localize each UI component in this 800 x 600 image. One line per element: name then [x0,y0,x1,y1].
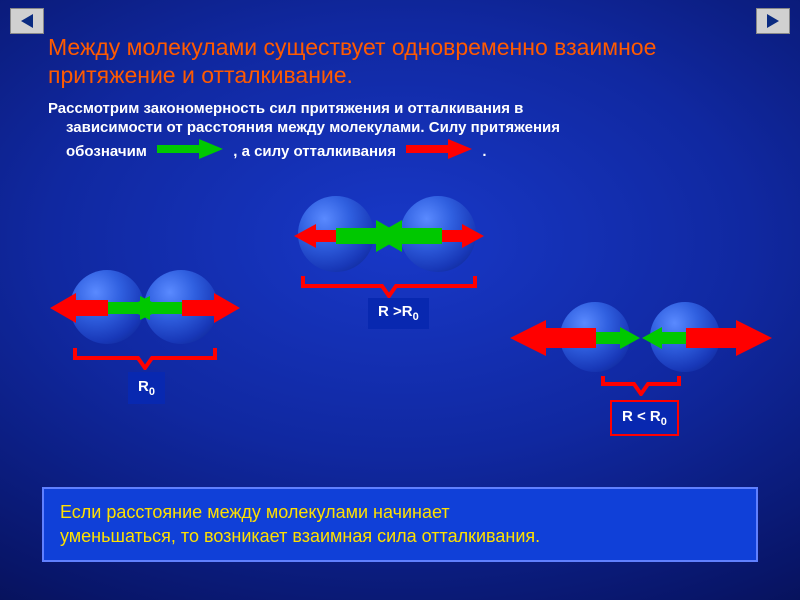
body-line2c: , а силу отталкивания [233,142,396,159]
triangle-right-icon [767,14,779,28]
case2-arrows [278,216,500,261]
body-line2b: обозначим [66,142,147,159]
case2-label: R >R0 [368,298,429,329]
diagram-area: R0 R >R0 R < R [0,190,800,460]
case1-label: R0 [128,372,165,404]
repulsion-arrow-legend [404,138,474,166]
slide-title: Между молекулами существует одновременно… [48,34,752,89]
next-button[interactable] [756,8,790,34]
attraction-arrow-legend [155,138,225,166]
case1-bracket [72,346,218,375]
prev-button[interactable] [10,8,44,34]
case1-arrows [40,288,250,333]
body-line2a: зависимости от расстояния между молекула… [66,119,560,136]
bottom-note: Если расстояние между молекулами начинае… [42,487,758,562]
triangle-left-icon [21,14,33,28]
body-line2d: . [482,142,486,159]
case3-arrows [502,318,782,363]
body-line1: Рассмотрим закономерность сил притяжения… [48,100,523,117]
case3-bracket [600,374,682,401]
case3-label: R < R0 [610,400,679,436]
body-text: Рассмотрим закономерность сил притяжения… [48,100,760,165]
